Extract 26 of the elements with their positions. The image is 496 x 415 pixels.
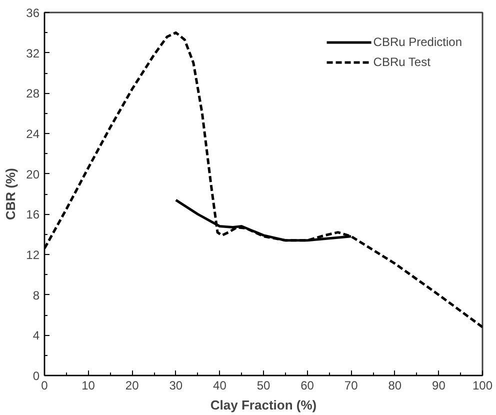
line-series [174, 198, 352, 242]
y-tick-label: 12 [26, 248, 40, 262]
y-tick-label: 32 [26, 46, 40, 60]
x-tick-label: 70 [344, 378, 358, 392]
y-tick-label: 36 [26, 6, 40, 20]
x-tick-label: 50 [256, 378, 270, 392]
x-tick-label: 20 [125, 378, 140, 392]
y-tick-label: 20 [26, 167, 40, 182]
y-tick-label: 4 [32, 328, 40, 343]
x-tick-label: 10 [82, 378, 96, 392]
x-tick-label: 80 [388, 378, 402, 392]
y-tick-label: 0 [32, 369, 40, 383]
x-tick-label: 60 [300, 378, 314, 392]
x-tick-label: 90 [432, 378, 446, 392]
y-tick-label: 28 [26, 86, 40, 101]
y-tick-label: 24 [26, 127, 40, 141]
legend-label: CBRu Test [373, 55, 430, 69]
x-tick-label: 0 [41, 378, 48, 392]
x-tick-label: 100 [472, 378, 493, 392]
x-tick-label: 40 [213, 378, 227, 392]
x-axis-title: Clay Fraction (%) [210, 398, 317, 412]
x-tick-label: 30 [169, 378, 183, 392]
y-tick-label: 16 [26, 208, 40, 222]
y-tick-label: 8 [32, 288, 40, 302]
y-axis-title: CBR (%) [3, 168, 18, 220]
legend-label: CBRu Prediction [373, 35, 462, 49]
